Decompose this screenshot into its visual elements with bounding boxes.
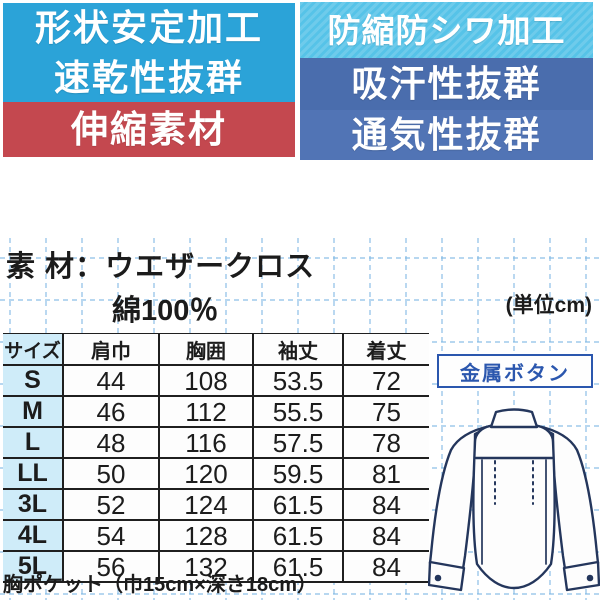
measurement-cell: 54 (63, 520, 160, 552)
size-table: サイズ 肩巾 胸囲 袖丈 着丈 S 44 108 53.5 72 M 46 11… (3, 333, 429, 583)
measurement-cell: 61.5 (253, 489, 344, 521)
column-header-sleeve: 袖丈 (253, 333, 344, 366)
cuff-button (434, 574, 442, 582)
column-header-shoulder: 肩巾 (63, 333, 160, 366)
feature-badge-sweat-absorbent: 吸汗性抜群 (300, 58, 593, 110)
measurement-cell: 75 (343, 396, 429, 428)
table-row: LL 50 120 59.5 81 (3, 458, 429, 490)
unit-note: (単位cm) (505, 294, 592, 317)
table-row: 3L 52 124 61.5 84 (3, 489, 429, 521)
measurement-cell: 44 (63, 365, 160, 397)
size-cell: M (3, 396, 64, 428)
table-row: L 48 116 57.5 78 (3, 427, 429, 459)
measurement-cell: 112 (159, 396, 254, 428)
measurement-cell: 84 (343, 489, 429, 521)
measurement-cell: 52 (63, 489, 160, 521)
measurement-cell: 59.5 (253, 458, 344, 490)
measurement-cell: 78 (343, 427, 429, 459)
table-row: M 46 112 55.5 75 (3, 396, 429, 428)
measurement-cell: 48 (63, 427, 160, 459)
column-header-length: 着丈 (343, 333, 429, 366)
measurement-cell: 72 (343, 365, 429, 397)
size-cell: LL (3, 458, 64, 490)
shirt-right-sleeve (536, 424, 600, 571)
size-cell: 5L (3, 551, 64, 583)
shirt-body (472, 424, 556, 590)
metal-button-callout: 金属ボタン (437, 354, 593, 388)
size-cell: L (3, 427, 64, 459)
shirt-left-cuff (428, 560, 466, 592)
feature-badge-quick-dry: 速乾性抜群 (3, 53, 295, 102)
measurement-cell: 53.5 (253, 365, 344, 397)
measurement-cell: 50 (63, 458, 160, 490)
column-header-size: サイズ (3, 333, 64, 366)
measurement-cell: 120 (159, 458, 254, 490)
measurement-cell: 108 (159, 365, 254, 397)
shirt-left-sleeve (428, 424, 492, 571)
column-header-chest: 胸囲 (159, 333, 254, 366)
measurement-cell: 128 (159, 520, 254, 552)
measurement-cell: 46 (63, 396, 160, 428)
measurement-cell: 55.5 (253, 396, 344, 428)
shirt-right-cuff (562, 560, 600, 592)
feature-badge-breathable: 通気性抜群 (300, 110, 593, 160)
feature-badge-anti-shrink-wrinkle: 防縮防シワ加工 (300, 2, 593, 58)
material-value: ウエザークロス (105, 251, 316, 283)
pocket-note: 胸ポケット（巾15cm×深さ18cm） (3, 574, 317, 596)
measurement-cell: 132 (159, 551, 254, 583)
measurement-cell: 81 (343, 458, 429, 490)
size-cell: 4L (3, 520, 64, 552)
material-label: 素 材： (6, 251, 106, 283)
measurement-cell: 116 (159, 427, 254, 459)
table-row: S 44 108 53.5 72 (3, 365, 429, 397)
shirt-collar (489, 408, 539, 429)
measurement-cell: 84 (343, 520, 429, 552)
table-header-row: サイズ 肩巾 胸囲 袖丈 着丈 (3, 333, 429, 366)
size-cell: S (3, 365, 64, 397)
measurement-cell: 57.5 (253, 427, 344, 459)
measurement-cell: 56 (63, 551, 160, 583)
measurement-cell: 124 (159, 489, 254, 521)
feature-badge-shape-stability: 形状安定加工 (3, 3, 295, 53)
shirt-back-illustration (428, 408, 600, 592)
cuff-button (586, 574, 594, 582)
size-cell: 3L (3, 489, 64, 521)
measurement-cell: 61.5 (253, 551, 344, 583)
measurement-cell: 61.5 (253, 520, 344, 552)
material-line: 素 材：ウエザークロス (6, 243, 315, 285)
table-row: 4L 54 128 61.5 84 (3, 520, 429, 552)
material-composition: 綿100％ (112, 295, 219, 327)
table-row: 5L 56 132 61.5 84 (3, 551, 429, 583)
measurement-cell: 84 (343, 551, 429, 583)
feature-badge-stretch-material: 伸縮素材 (3, 102, 295, 157)
